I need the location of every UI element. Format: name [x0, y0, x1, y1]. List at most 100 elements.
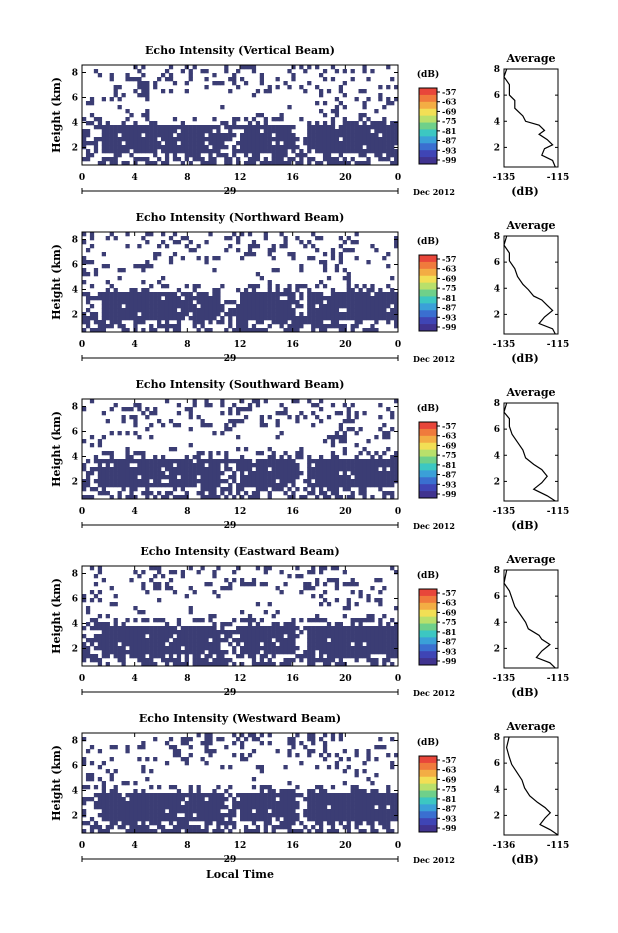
heatmap-cell [346, 646, 351, 651]
heatmap-cell [342, 121, 347, 126]
heatmap-cell [216, 495, 221, 500]
heatmap-cell [133, 149, 138, 154]
heatmap-cell [247, 312, 253, 317]
heatmap-cell [390, 308, 395, 313]
heatmap-cell [82, 483, 87, 488]
heatmap-cell [334, 264, 340, 269]
heatmap-cell [243, 81, 249, 86]
heatmap-cell [232, 121, 237, 126]
heatmap-cell [259, 463, 264, 468]
heatmap-cell [228, 320, 233, 325]
heatmap-cell [350, 129, 355, 134]
heatmap-cell [247, 638, 253, 643]
heatmap-cell [188, 73, 193, 78]
heatmap-cell [247, 296, 253, 301]
heatmap-cell [334, 141, 340, 146]
heatmap-cell [204, 658, 209, 663]
heatmap-cell [287, 634, 292, 639]
heatmap-cell [141, 288, 146, 293]
heatmap-cell [259, 797, 264, 802]
heatmap-cell [228, 459, 233, 464]
heatmap-cell [168, 654, 174, 659]
heatmap-cell [97, 622, 103, 627]
heatmap-cell [109, 137, 114, 142]
heatmap-cell [374, 463, 379, 468]
heatmap-cell [315, 300, 320, 305]
heatmap-cell [374, 479, 379, 484]
heatmap-cell [161, 495, 166, 500]
heatmap-cell [291, 125, 296, 130]
heatmap-cell [382, 586, 387, 591]
heatmap-cell [153, 574, 158, 579]
heatmap-cell [204, 471, 209, 476]
heatmap-cell [93, 467, 99, 472]
heatmap-cell [346, 129, 351, 134]
heatmap-cell [342, 475, 347, 480]
heatmap-cell [346, 475, 351, 480]
colorbar-tick-label: -63 [442, 598, 457, 608]
heatmap-cell [121, 407, 126, 412]
heatmap-cell [200, 451, 205, 456]
heatmap-cell [342, 141, 347, 146]
heatmap-cell [188, 137, 193, 142]
heatmap-cell [319, 125, 324, 130]
heatmap-cell [283, 467, 288, 472]
heatmap-cell [338, 236, 343, 241]
heatmap-cell [378, 316, 383, 321]
heatmap-cell [299, 590, 304, 595]
heatmap-cell [184, 825, 189, 830]
heatmap-cell [212, 614, 217, 619]
colorbar-segment [419, 609, 437, 618]
heatmap-cell [299, 495, 304, 500]
heatmap-cell [263, 141, 268, 146]
heatmap-cell [330, 737, 336, 742]
heatmap-cell [330, 304, 336, 309]
heatmap-cell [386, 133, 391, 138]
heatmap-cell [200, 741, 205, 746]
heatmap-cell [342, 479, 347, 484]
heatmap-cell [109, 789, 114, 794]
heatmap-cell [358, 809, 363, 814]
colorbar-unit: (dB) [417, 236, 439, 247]
heatmap-cell [326, 161, 332, 166]
heatmap-cell [338, 133, 343, 138]
heatmap-cell [366, 292, 371, 297]
heatmap-cell [394, 141, 399, 146]
heatmap-cell [267, 491, 272, 496]
heatmap-cell [370, 145, 375, 150]
heatmap-cell [267, 304, 272, 309]
heatmap-cell [259, 73, 264, 78]
heatmap-cell [374, 797, 379, 802]
heatmap-cell [322, 439, 328, 444]
heatmap-cell [188, 797, 193, 802]
heatmap-cell [109, 757, 114, 762]
heatmap-cell [386, 153, 391, 158]
colorbar-segment [419, 463, 437, 471]
colorbar-segment [419, 637, 437, 645]
profile-title: Average [505, 553, 555, 566]
heatmap-cell [180, 125, 185, 130]
heatmap-cell [346, 276, 351, 281]
heatmap-cell [85, 821, 91, 826]
colorbar-segment [419, 143, 437, 151]
heatmap-cell [358, 137, 363, 142]
heatmap-cell [255, 809, 261, 814]
heatmap-cell [279, 324, 284, 329]
heatmap-cell [247, 407, 253, 412]
heatmap-cell [236, 467, 241, 472]
heatmap-cell [168, 137, 174, 142]
heatmap-cell [307, 133, 312, 138]
heatmap-cell [164, 761, 170, 766]
heatmap-cell [255, 320, 261, 325]
profile-x-tick-label: -115 [547, 674, 570, 684]
colorbar-unit: (dB) [417, 570, 439, 581]
heatmap-cell [279, 793, 284, 798]
heatmap-cell [228, 821, 233, 826]
heatmap-cell [212, 149, 217, 154]
heatmap-cell [378, 630, 383, 635]
heatmap-cell [117, 805, 122, 810]
colorbar-segment [419, 477, 437, 485]
heatmap-cell [374, 248, 379, 253]
heatmap-cell [295, 300, 300, 305]
heatmap-cell [279, 630, 284, 635]
